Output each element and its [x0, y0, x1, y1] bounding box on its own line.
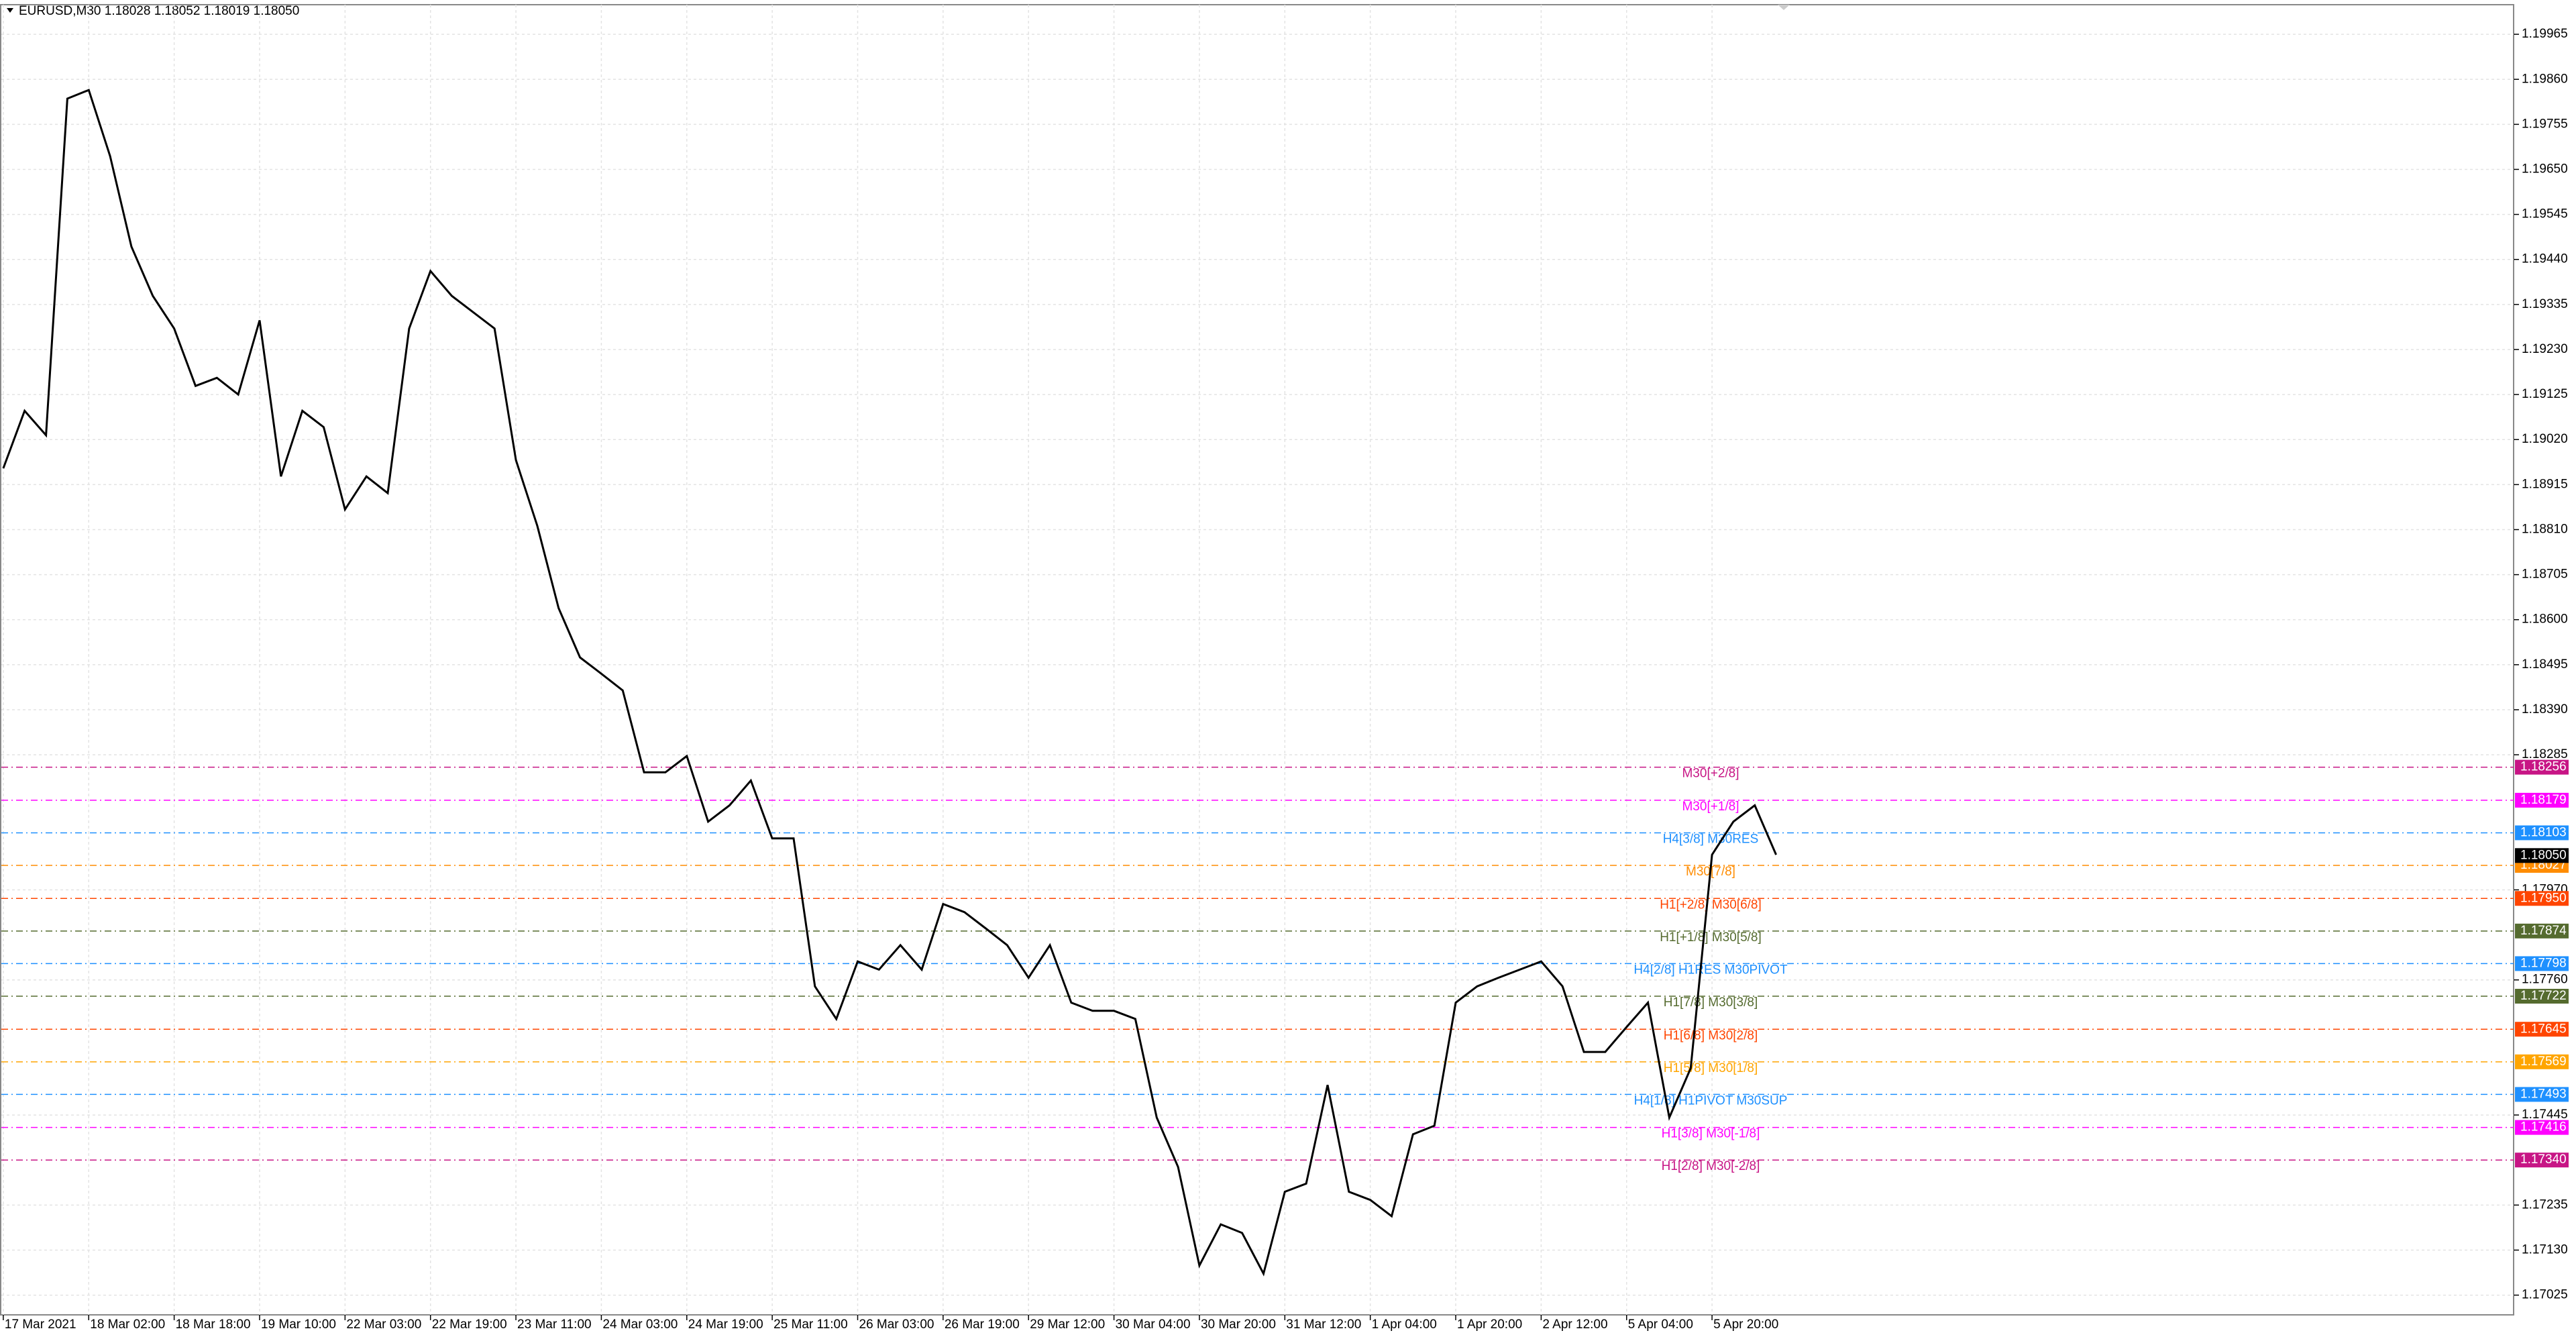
level-tag-label: 1.17569 [2520, 1055, 2567, 1069]
y-tick-label: 1.18390 [2522, 702, 2568, 716]
level-name: H1[5/8] M30[1/8] [1664, 1061, 1758, 1075]
level-name: H1[6/8] M30[2/8] [1664, 1028, 1758, 1042]
level-name: H1[3/8] M30[-1/8] [1662, 1127, 1760, 1141]
level-name: H4[3/8] M30RES [1663, 832, 1759, 846]
x-tick-label: 5 Apr 04:00 [1628, 1318, 1693, 1332]
level-tag [2515, 1054, 2569, 1069]
level-name: H1[+1/8] M30[5/8] [1660, 930, 1762, 945]
x-tick-label: 25 Mar 11:00 [773, 1318, 848, 1332]
level-tag-label: 1.17798 [2520, 956, 2567, 970]
y-tick-label: 1.19860 [2522, 72, 2568, 86]
x-tick-label: 24 Mar 19:00 [688, 1318, 763, 1332]
y-tick-label: 1.18915 [2522, 477, 2568, 491]
plot-frame [0, 4, 2514, 1316]
x-tick-label: 22 Mar 19:00 [432, 1318, 507, 1332]
price-tag [2515, 848, 2569, 863]
level-tag-label: 1.17416 [2520, 1120, 2567, 1134]
x-tick-label: 29 Mar 12:00 [1030, 1318, 1105, 1332]
level-tag [2515, 792, 2569, 808]
y-tick-label: 1.19545 [2522, 207, 2568, 221]
y-tick-label: 1.19230 [2522, 342, 2568, 356]
level-tag-label: 1.18179 [2520, 793, 2567, 807]
chart-title: EURUSD,M30 1.18028 1.18052 1.18019 1.180… [19, 4, 299, 18]
y-tick-label: 1.19440 [2522, 252, 2568, 266]
x-tick-label: 1 Apr 04:00 [1372, 1318, 1437, 1332]
x-tick-label: 26 Mar 03:00 [859, 1318, 934, 1332]
x-tick-label: 19 Mar 10:00 [261, 1318, 336, 1332]
level-tag [2515, 1022, 2569, 1037]
x-tick-label: 23 Mar 11:00 [517, 1318, 592, 1332]
y-tick-label: 1.17130 [2522, 1242, 2568, 1256]
level-name: H4[1/8] H1PIVOT M30SUP [1634, 1093, 1788, 1108]
level-tag-label: 1.17874 [2520, 924, 2567, 938]
level-tag-label: 1.17645 [2520, 1022, 2567, 1036]
level-name: M30[+1/8] [1682, 800, 1739, 814]
y-tick-label: 1.19755 [2522, 117, 2568, 131]
level-tag [2515, 1120, 2569, 1135]
y-tick-label: 1.18285 [2522, 747, 2568, 761]
level-tag-label: 1.17722 [2520, 989, 2567, 1003]
price-line [2, 89, 1777, 1277]
level-tag-label: 1.17493 [2520, 1087, 2567, 1101]
level-tag [2515, 825, 2569, 841]
level-tag [2515, 989, 2569, 1004]
x-tick-label: 5 Apr 20:00 [1713, 1318, 1778, 1332]
level-tag [2515, 923, 2569, 939]
x-tick-label: 30 Mar 04:00 [1116, 1318, 1191, 1332]
level-tag [2515, 1087, 2569, 1102]
x-tick-label: 18 Mar 02:00 [90, 1318, 165, 1332]
level-tag-label: 1.17950 [2520, 891, 2567, 905]
y-tick-label: 1.19020 [2522, 432, 2568, 446]
y-tick-label: 1.18600 [2522, 612, 2568, 627]
level-name: H1[+2/8] M30[6/8] [1660, 898, 1762, 912]
level-name: H1[2/8] M30[-2/8] [1662, 1159, 1760, 1173]
shift-marker [1778, 5, 1790, 10]
x-tick-label: 18 Mar 18:00 [176, 1318, 251, 1332]
x-tick-label: 17 Mar 2021 [5, 1318, 76, 1332]
y-tick-label: 1.19125 [2522, 387, 2568, 401]
x-tick-label: 24 Mar 03:00 [602, 1318, 678, 1332]
x-tick-label: 30 Mar 20:00 [1201, 1318, 1276, 1332]
x-tick-label: 2 Apr 12:00 [1542, 1318, 1607, 1332]
level-name: H4[2/8] H1RES M30PIVOT [1633, 963, 1788, 977]
menu-icon[interactable] [7, 8, 13, 13]
level-tag [2515, 1153, 2569, 1168]
x-tick-label: 22 Mar 03:00 [346, 1318, 421, 1332]
level-tag [2515, 759, 2569, 775]
level-name: H1[7/8] M30[3/8] [1664, 996, 1758, 1010]
level-name: M30[+2/8] [1682, 767, 1739, 781]
x-tick-label: 26 Mar 19:00 [945, 1318, 1020, 1332]
y-tick-label: 1.17760 [2522, 973, 2568, 987]
y-tick-label: 1.17235 [2522, 1197, 2568, 1212]
y-tick-label: 1.19965 [2522, 27, 2568, 41]
x-tick-label: 31 Mar 12:00 [1286, 1318, 1361, 1332]
level-tag [2515, 956, 2569, 971]
level-tag-label: 1.17340 [2520, 1153, 2567, 1167]
y-tick-label: 1.17025 [2522, 1288, 2568, 1302]
level-tag [2515, 891, 2569, 906]
y-tick-label: 1.19650 [2522, 162, 2568, 176]
level-tag-label: 1.18103 [2520, 825, 2567, 839]
y-tick-label: 1.18810 [2522, 522, 2568, 536]
price-tag-label: 1.18050 [2520, 848, 2567, 862]
y-tick-label: 1.18495 [2522, 657, 2568, 672]
y-tick-label: 1.18705 [2522, 568, 2568, 582]
y-tick-label: 1.19335 [2522, 297, 2568, 311]
level-tag-label: 1.18256 [2520, 760, 2567, 774]
x-tick-label: 1 Apr 20:00 [1457, 1318, 1522, 1332]
y-tick-label: 1.17445 [2522, 1108, 2568, 1122]
